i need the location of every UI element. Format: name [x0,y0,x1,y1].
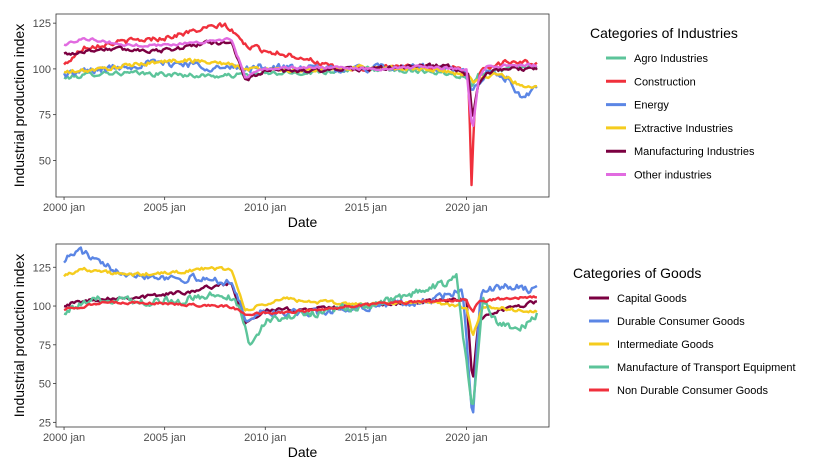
legend-label: Manufacturing Industries [634,146,755,158]
x-tick-label: 2010 jan [244,432,286,444]
y-tick-label: 100 [33,301,51,313]
y-tick-label: 75 [39,110,51,122]
series-line [63,63,538,88]
y-tick-label: 100 [33,64,51,76]
series-group [63,246,539,414]
series-line [63,295,537,317]
x-axis-title: Date [288,444,318,460]
y-axis-title: Industrial production index [11,24,27,187]
y-tick-label: 50 [39,379,51,391]
y-tick-label: 125 [33,262,51,274]
x-tick-label: 2010 jan [244,202,286,214]
legend-label: Durable Consumer Goods [617,316,745,328]
y-tick-label: 125 [33,18,51,30]
industries-chart: 2000 jan 2005 jan 2010 jan 2015 jan 2020 jan… [11,13,755,230]
x-tick-label: 2015 jan [345,432,387,444]
series-line [63,266,538,337]
y-tick-label: 25 [39,417,51,429]
x-tick-label: 2020 jan [445,432,487,444]
legend-label: Agro Industries [634,53,708,65]
x-tick-label: 2000 jan [43,432,85,444]
legend-label: Other industries [634,170,712,182]
legend-label: Extractive Industries [634,123,734,135]
legend-label: Capital Goods [617,293,687,305]
goods-chart: 2000 jan 2005 jan 2010 jan 2015 jan 2020 jan… [11,243,796,460]
legend: Categories of Goods Capital Goods Durable … [573,265,796,397]
legend-label: Intermediate Goods [617,339,714,351]
x-axis-title: Date [288,214,318,230]
x-tick-label: 2015 jan [345,202,387,214]
legend-label: Non Durable Consumer Goods [617,385,769,397]
legend-title: Categories of Industries [590,25,738,41]
y-axis-title: Industrial production index [11,254,27,417]
x-tick-label: 2005 jan [144,202,186,214]
x-tick-label: 2020 jan [445,202,487,214]
x-tick-label: 2000 jan [43,202,85,214]
legend-label: Construction [634,76,696,88]
legend-label: Manufacture of Transport Equipment [617,362,796,374]
y-tick-label: 75 [39,340,51,352]
y-tick-label: 50 [39,155,51,167]
x-tick-label: 2005 jan [144,432,186,444]
series-group [62,22,538,187]
legend-title: Categories of Goods [573,265,701,281]
series-line [63,37,538,128]
legend: Categories of Industries Agro Industries C… [590,25,755,182]
legend-label: Energy [634,100,669,112]
